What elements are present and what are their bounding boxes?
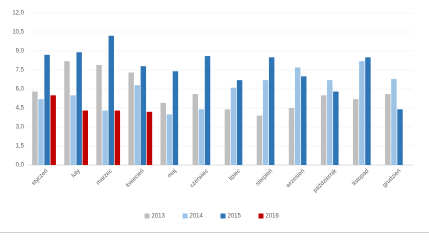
y-tick-label: 7,5 bbox=[16, 68, 25, 74]
bar bbox=[172, 71, 179, 165]
x-tick-label: październik bbox=[313, 168, 339, 194]
y-tick-label: 6,0 bbox=[16, 87, 25, 93]
bar bbox=[64, 61, 70, 166]
y-tick-label: 3,0 bbox=[16, 125, 25, 131]
x-tick-label: maj bbox=[167, 168, 178, 179]
legend-label: 2016 bbox=[266, 214, 280, 220]
bar bbox=[359, 61, 365, 166]
bar bbox=[44, 54, 50, 165]
bar bbox=[108, 35, 114, 165]
bar bbox=[114, 110, 121, 165]
x-tick-label: marzec bbox=[96, 168, 114, 186]
legend-swatch bbox=[258, 213, 264, 219]
y-tick-label: 12,0 bbox=[12, 11, 24, 17]
bar bbox=[230, 87, 237, 165]
bar bbox=[256, 115, 263, 165]
x-tick-label: luty bbox=[71, 168, 82, 179]
bar bbox=[327, 80, 333, 165]
x-tick-label: sierpień bbox=[255, 168, 274, 187]
bar bbox=[146, 111, 153, 165]
chart: 0,0 1,5 3,0 4,5 6,0 7,5 9,0 10,5 12,0 styczeń luty… bbox=[0, 11, 429, 233]
bar bbox=[301, 76, 307, 165]
legend-label: 2015 bbox=[228, 214, 242, 220]
legend-swatch bbox=[144, 213, 150, 219]
bar bbox=[333, 91, 339, 165]
bar bbox=[236, 80, 243, 165]
y-tick-label: 0,0 bbox=[16, 163, 25, 169]
bar bbox=[224, 109, 231, 165]
y-tick-label: 10,5 bbox=[12, 30, 24, 36]
bar bbox=[391, 78, 397, 165]
bar bbox=[140, 66, 147, 165]
bar bbox=[38, 99, 44, 165]
x-tick-label: grudzień bbox=[382, 168, 403, 189]
bar bbox=[96, 64, 102, 165]
x-tick-label: kwiecień bbox=[125, 168, 146, 189]
y-tick-label: 4,5 bbox=[16, 106, 25, 112]
bar bbox=[385, 94, 391, 165]
legend-swatch bbox=[220, 213, 226, 219]
legend-swatch bbox=[182, 213, 188, 219]
bar bbox=[365, 57, 371, 166]
legend-label: 2013 bbox=[152, 214, 166, 220]
bar bbox=[198, 109, 205, 165]
bar bbox=[32, 91, 38, 165]
bar bbox=[294, 67, 301, 165]
x-tick-label: lipiec bbox=[228, 168, 242, 182]
y-tick-label: 1,5 bbox=[16, 144, 25, 150]
bar bbox=[397, 109, 403, 165]
bar bbox=[166, 114, 173, 165]
bar bbox=[82, 110, 88, 165]
bar bbox=[50, 95, 56, 165]
bar bbox=[268, 57, 275, 166]
x-tick-label: wrzesień bbox=[285, 168, 307, 190]
bar bbox=[288, 108, 295, 165]
x-tick-label: listopad bbox=[352, 168, 371, 187]
bar bbox=[320, 95, 327, 165]
bar bbox=[128, 72, 134, 165]
bar bbox=[160, 102, 166, 165]
y-tick-label: 9,0 bbox=[16, 49, 25, 55]
x-tick-label: styczeń bbox=[31, 168, 50, 187]
legend-label: 2014 bbox=[190, 214, 204, 220]
bar bbox=[102, 110, 108, 165]
bar bbox=[262, 80, 269, 165]
bar bbox=[192, 94, 199, 165]
bar bbox=[353, 99, 359, 165]
bar bbox=[70, 95, 76, 165]
x-tick-label: czerwiec bbox=[189, 168, 210, 189]
bar bbox=[76, 52, 82, 166]
bar bbox=[204, 56, 211, 165]
bar bbox=[134, 85, 140, 165]
